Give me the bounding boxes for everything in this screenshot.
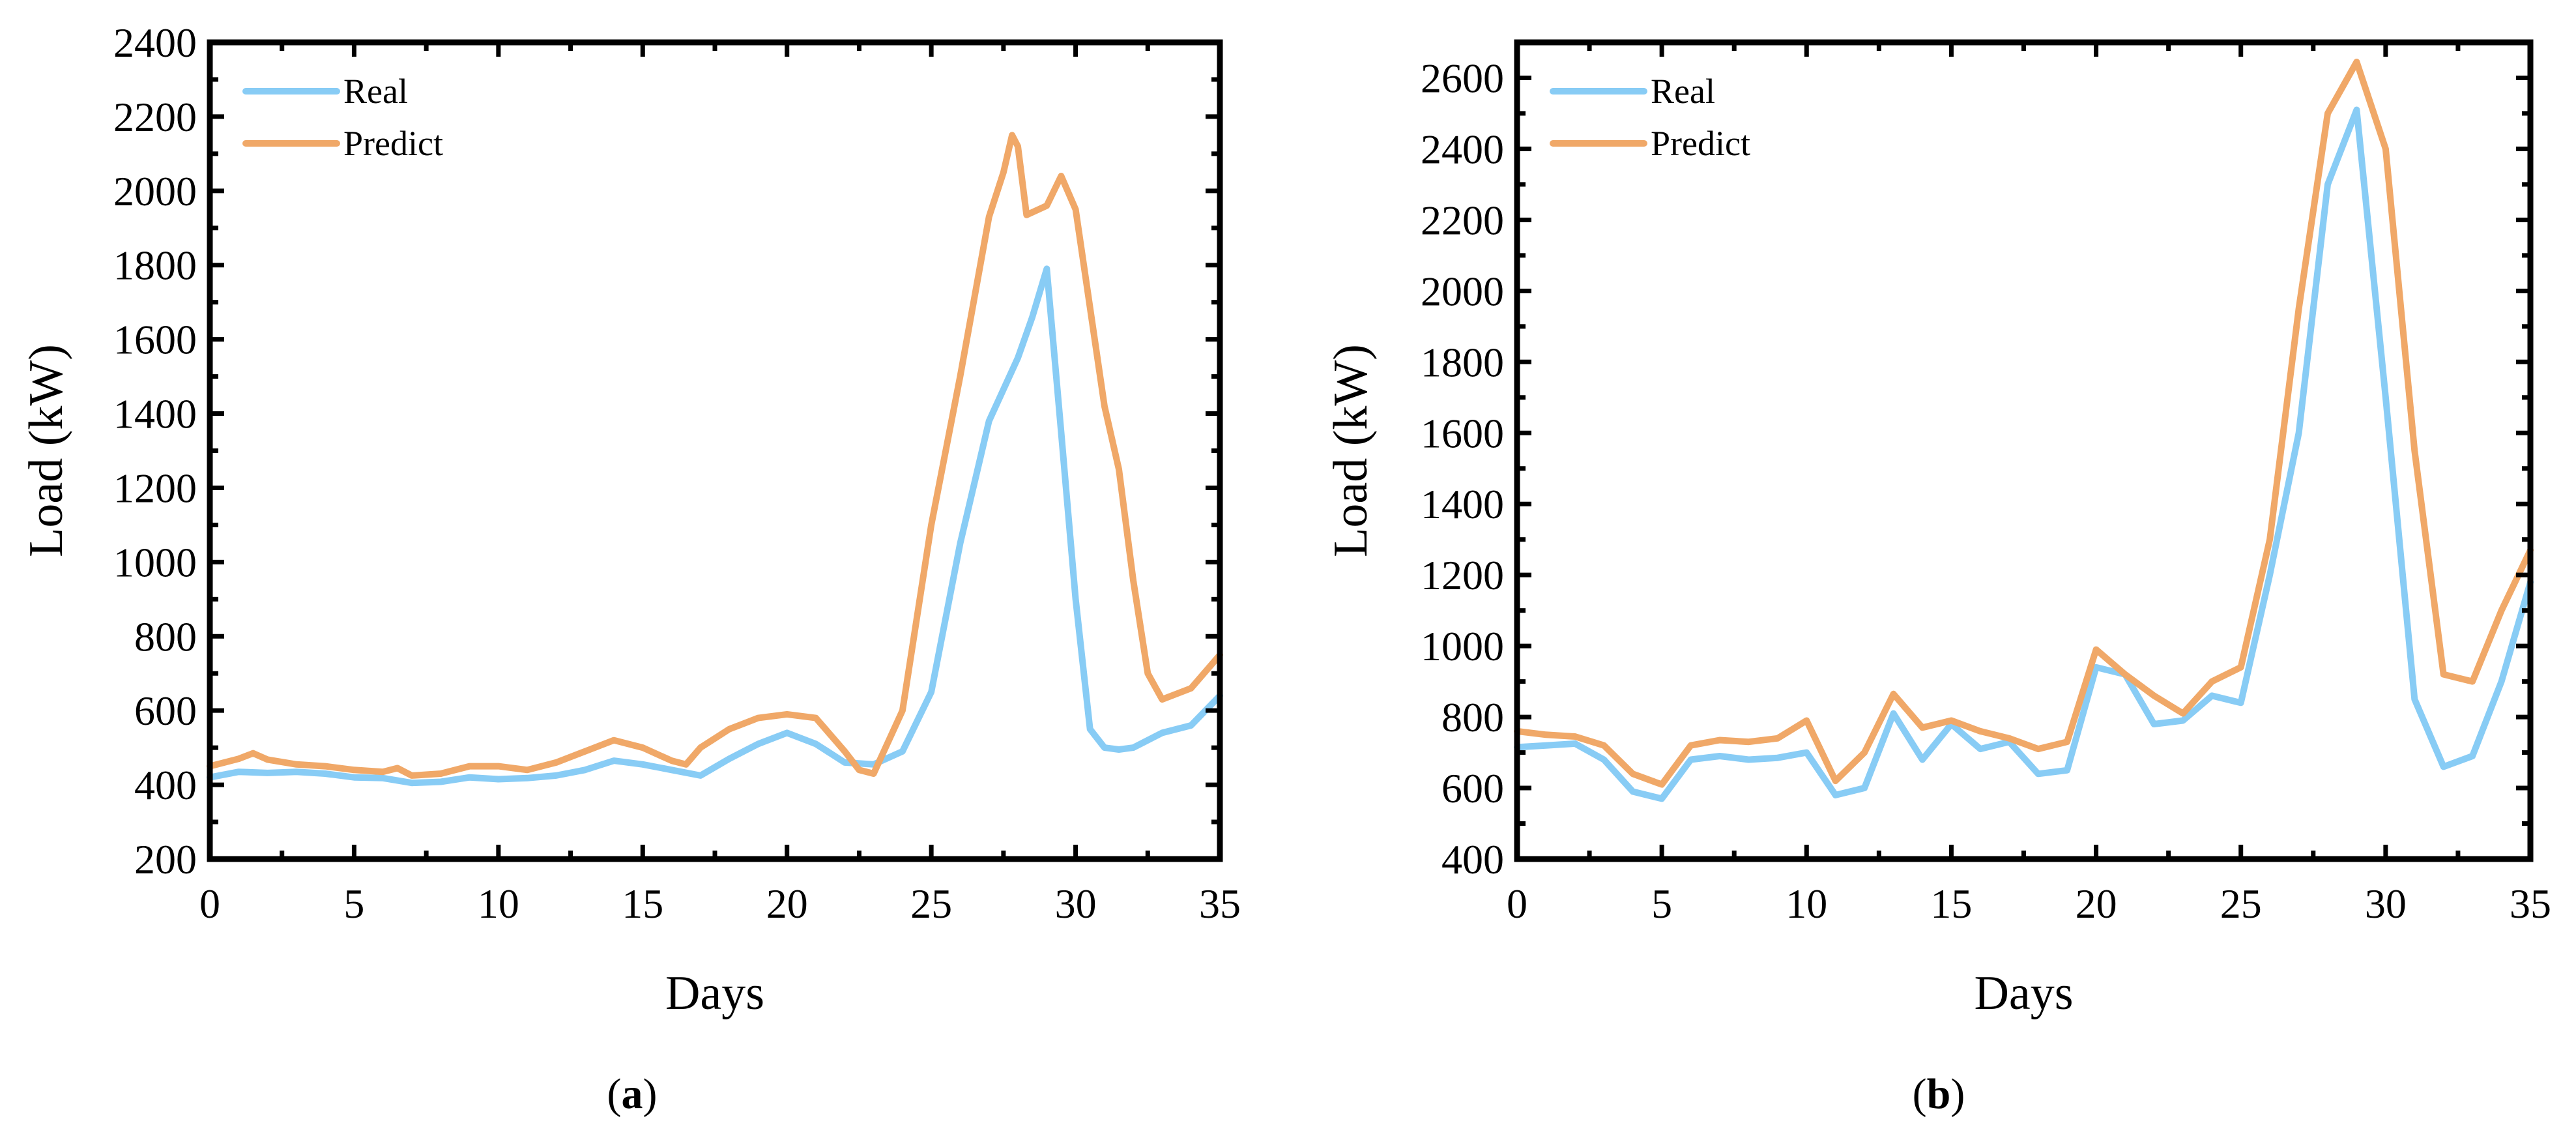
chart-a-y-tick-label: 800 (134, 613, 197, 660)
chart-a-x-axis-label: Days (665, 967, 764, 1020)
chart-a-x-tick-label: 10 (478, 881, 519, 927)
chart-a-y-tick-label: 1400 (113, 391, 197, 437)
chart-b-y-tick-label: 2200 (1421, 197, 1504, 243)
chart-b-legend-label-predict: Predict (1651, 124, 1750, 163)
chart-b-y-tick-label: 1400 (1421, 481, 1504, 527)
chart-a-caption: (a) (607, 1070, 658, 1118)
chart-a-y-tick-label: 2200 (113, 94, 197, 140)
chart-a-x-tick-label: 35 (1199, 881, 1241, 927)
chart-b-y-tick-label: 1800 (1421, 339, 1504, 385)
chart-b-x-tick-label: 15 (1930, 881, 1972, 927)
chart-b: 0 5 10 15 20 25 30 35 400 600 800 1000 1200 1400 1600 1… (1324, 39, 2551, 1118)
chart-a-x-tick-label: 20 (766, 881, 808, 927)
chart-a-caption-letter: a (622, 1070, 643, 1118)
chart-a-x-tick-label: 25 (910, 881, 952, 927)
chart-a-series-real-line (207, 265, 1223, 787)
chart-a-x-tick-label: 15 (622, 881, 663, 927)
chart-a-x-tick-label: 5 (343, 881, 364, 927)
chart-b-caption: (b) (1913, 1070, 1965, 1118)
chart-b-series-predict-line (1514, 59, 2534, 788)
chart-b-x-tick-label: 10 (1786, 881, 1827, 927)
chart-a-y-tick-label: 1200 (113, 465, 197, 511)
chart-b-x-tick-label: 30 (2365, 881, 2407, 927)
chart-b-y-tick-label: 2400 (1421, 126, 1504, 172)
chart-b-legend-label-real: Real (1651, 72, 1715, 111)
chart-b-caption-letter: b (1927, 1070, 1951, 1118)
chart-b-y-tick-label: 800 (1441, 694, 1504, 740)
chart-b-x-tick-label: 20 (2076, 881, 2117, 927)
chart-b-x-tick-label: 35 (2510, 881, 2551, 927)
chart-b-y-tick-label: 400 (1441, 836, 1504, 883)
chart-b-y-tick-label: 1000 (1421, 623, 1504, 669)
chart-a-x-tick-label: 0 (199, 881, 220, 927)
chart-b-x-axis-label: Days (1974, 967, 2073, 1020)
chart-a-y-tick-label: 200 (134, 836, 197, 883)
chart-a-y-tick-label: 2000 (113, 168, 197, 214)
chart-a-legend-label-predict: Predict (343, 124, 443, 163)
chart-a-y-tick-label: 400 (134, 762, 197, 808)
chart-a-y-tick-label: 2400 (113, 20, 197, 66)
chart-b-series-real-line (1514, 106, 2534, 802)
chart-a: 0 5 10 15 20 25 30 35 200 400 600 800 1000 1200 1400 16… (20, 20, 1241, 1118)
chart-a-y-tick-label: 1600 (113, 317, 197, 363)
chart-b-y-tick-label: 2000 (1421, 268, 1504, 314)
chart-b-y-tick-label: 2600 (1421, 55, 1504, 101)
chart-a-legend-label-real: Real (343, 72, 408, 111)
chart-b-x-tick-label: 0 (1507, 881, 1527, 927)
chart-b-y-axis-label: Load (kW) (1324, 344, 1378, 557)
chart-b-y-tick-label: 600 (1441, 765, 1504, 811)
chart-b-plot-frame (1514, 39, 2534, 862)
chart-b-x-tick-label: 25 (2220, 881, 2262, 927)
chart-a-x-tick-label: 30 (1055, 881, 1097, 927)
chart-a-y-tick-label: 1000 (113, 539, 197, 585)
chart-a-y-tick-label: 600 (134, 688, 197, 734)
chart-b-y-tick-label: 1200 (1421, 552, 1504, 598)
chart-a-y-axis-label: Load (kW) (20, 344, 73, 557)
chart-b-y-tick-label: 1600 (1421, 410, 1504, 456)
chart-a-y-tick-label: 1800 (113, 242, 197, 289)
chart-b-x-tick-label: 5 (1651, 881, 1672, 927)
chart-a-series-predict-line (207, 132, 1223, 779)
